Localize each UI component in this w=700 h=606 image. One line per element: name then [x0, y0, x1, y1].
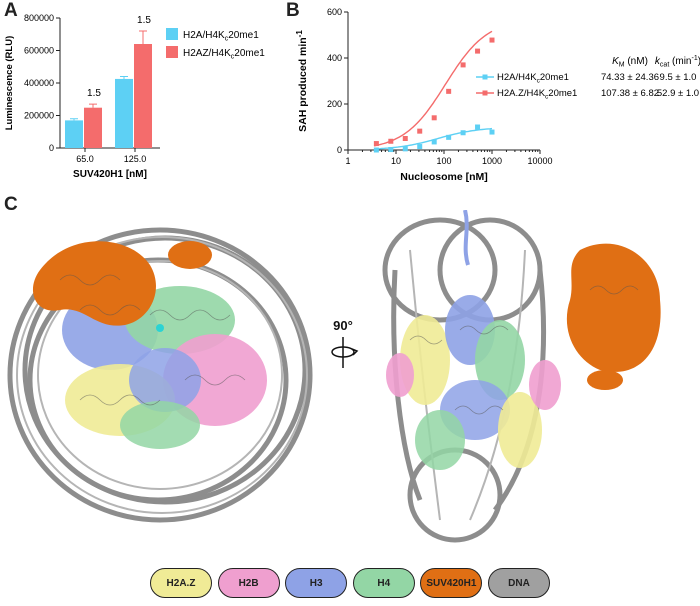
data-point	[475, 124, 481, 130]
legend-pill-h4: H4	[352, 568, 415, 598]
legend-swatch	[166, 46, 178, 58]
data-point	[460, 130, 466, 136]
x-tick-label: 100	[436, 156, 451, 166]
data-point	[489, 129, 495, 135]
fit-curve	[373, 30, 493, 147]
x-tick-label: 10	[391, 156, 401, 166]
sah-kinetics-line-chart: 0 200 400 600 1 10 100 1000 10000 Nucleosome [nM]…	[295, 7, 700, 183]
data-point	[446, 88, 452, 94]
rotation-indicator: 90°	[331, 318, 359, 368]
legend-marker	[482, 90, 488, 96]
structure-color-legend: H2A.Z H2B H3 H4 SUV420H1 DNA	[150, 568, 550, 602]
data-point	[388, 138, 394, 144]
legend-pill-h3: H3	[285, 568, 348, 598]
x-tick-label: 1	[345, 156, 350, 166]
rotation-label: 90°	[333, 318, 353, 333]
legend-pill-h2a-z: H2A.Z	[150, 568, 212, 598]
data-point	[388, 147, 394, 153]
y-tick-label: 600000	[24, 46, 54, 56]
y-tick-label: 400	[327, 53, 342, 63]
nucleosome-suv420h1-structure: 90°	[7, 210, 661, 543]
kcat-value: 9.5 ± 1.0	[660, 72, 697, 83]
legend-label: H2AZ/H4Kc20me1	[183, 48, 265, 61]
bar	[115, 78, 133, 148]
data-point	[446, 134, 452, 140]
data-point	[431, 115, 437, 121]
panel-label-a: A	[4, 0, 18, 21]
fold-change-label: 1.5	[137, 15, 151, 26]
km-header: KM (nM)	[612, 56, 648, 69]
data-point	[417, 144, 423, 150]
y-axis-label: SAH produced min-1	[295, 30, 309, 132]
kcat-header: kcat (min-1)	[655, 55, 700, 69]
y-tick-label: 0	[337, 145, 342, 155]
data-point	[402, 136, 408, 141]
x-axis-label: SUV420H1 [nM]	[73, 169, 147, 180]
km-value: 74.33 ± 24.36	[601, 72, 659, 83]
legend-marker	[482, 74, 488, 80]
km-value: 107.38 ± 6.82	[601, 88, 659, 99]
y-tick-label: 200	[327, 99, 342, 109]
bar	[65, 120, 83, 148]
bar	[134, 44, 152, 148]
x-tick-label: 65.0	[76, 154, 94, 164]
structure-right-view	[382, 210, 661, 543]
x-tick-label: 1000	[482, 156, 502, 166]
luminescence-bar-chart: 0 200000 400000 600000 800000 65.0 1.5 125.0 1.5…	[4, 13, 265, 180]
y-tick-label: 0	[49, 143, 54, 153]
x-tick-label: 125.0	[124, 154, 147, 164]
x-axis-label: Nucleosome [nM]	[400, 171, 488, 183]
panel-label-b: B	[286, 0, 300, 21]
data-point	[431, 139, 437, 145]
structure-left-view	[7, 227, 313, 523]
data-point	[489, 37, 495, 43]
legend-label: H2A/H4Kc20me1	[183, 30, 259, 43]
y-tick-label: 400000	[24, 78, 54, 88]
legend-pill-dna: DNA	[487, 568, 550, 598]
legend-label: H2A.Z/H4Kc20me1	[497, 88, 577, 101]
fold-change-label: 1.5	[87, 88, 101, 99]
y-tick-label: 200000	[24, 111, 54, 121]
kcat-value: 52.9 ± 1.0	[657, 88, 699, 99]
y-tick-label: 800000	[24, 13, 54, 23]
legend-pill-suv420h1: SUV420H1	[420, 568, 483, 598]
data-point	[460, 62, 466, 68]
data-point	[402, 146, 408, 152]
panel-label-c: C	[4, 194, 18, 215]
legend-label: H2A/H4Kc20me1	[497, 72, 569, 85]
data-point	[373, 147, 379, 153]
legend-pill-h2b: H2B	[217, 568, 280, 598]
bar	[84, 107, 102, 148]
data-point	[475, 48, 481, 54]
y-tick-label: 600	[327, 7, 342, 17]
data-point	[417, 128, 423, 134]
x-tick-label: 10000	[527, 156, 552, 166]
legend-swatch	[166, 28, 178, 40]
y-axis-label: Luminescence (RLU)	[4, 36, 15, 131]
data-point	[373, 141, 379, 147]
